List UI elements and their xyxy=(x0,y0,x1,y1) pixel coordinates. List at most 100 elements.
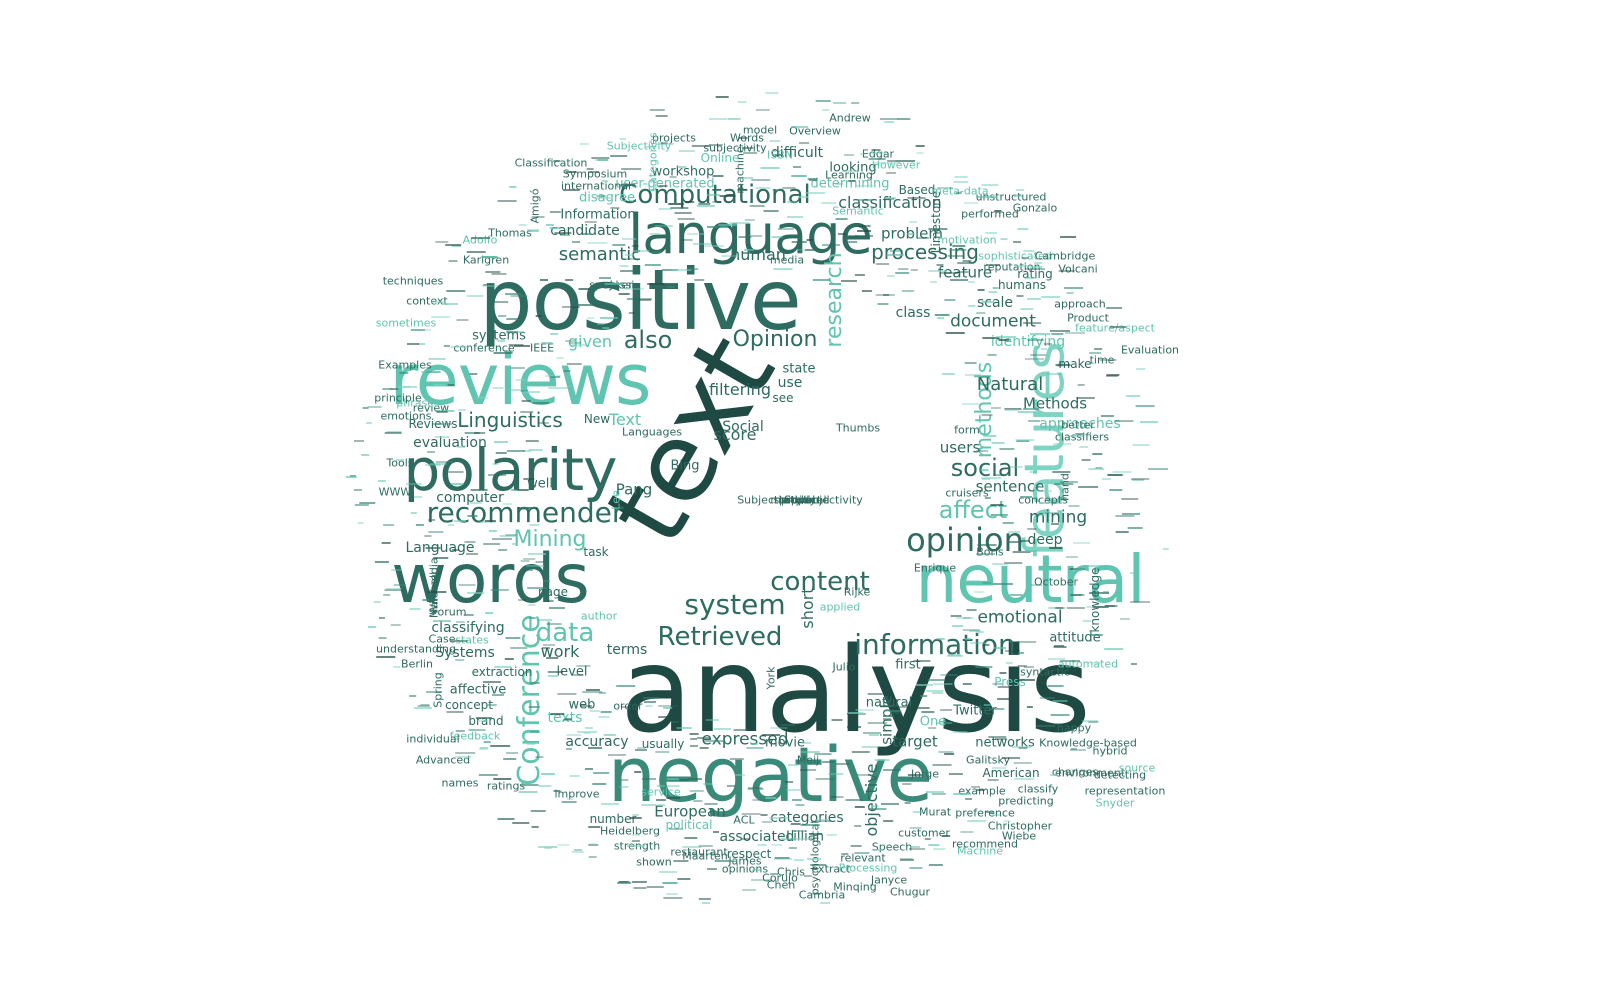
cloud-word: categories xyxy=(770,810,844,826)
cloud-texture-mark xyxy=(522,449,531,452)
cloud-texture-mark xyxy=(980,376,990,379)
cloud-texture-mark xyxy=(390,568,403,571)
cloud-word: Jorge xyxy=(910,767,940,781)
cloud-texture-mark xyxy=(1105,604,1116,607)
cloud-texture-mark xyxy=(588,856,598,859)
cloud-texture-mark xyxy=(505,292,522,295)
cloud-texture-mark xyxy=(847,240,858,243)
cloud-texture-mark xyxy=(656,785,665,788)
cloud-texture-mark xyxy=(698,202,711,205)
cloud-texture-mark xyxy=(657,143,674,146)
cloud-word: representation xyxy=(1084,784,1166,798)
cloud-texture-mark xyxy=(712,200,722,203)
cloud-texture-mark xyxy=(621,778,629,781)
cloud-texture-mark xyxy=(565,279,574,282)
cloud-texture-mark xyxy=(851,751,871,754)
cloud-texture-mark xyxy=(601,326,610,329)
cloud-texture-mark xyxy=(1014,778,1035,781)
cloud-texture-mark xyxy=(801,750,820,753)
cloud-texture-mark xyxy=(787,764,800,767)
cloud-word: WWW xyxy=(378,485,412,499)
cloud-texture-mark xyxy=(868,692,883,695)
cloud-texture-mark xyxy=(782,187,796,190)
cloud-word: One xyxy=(919,714,947,730)
cloud-texture-mark xyxy=(886,198,895,201)
cloud-word: Murat xyxy=(918,805,952,819)
cloud-texture-mark xyxy=(385,431,402,434)
cloud-texture-mark xyxy=(658,208,672,211)
cloud-word: Languages xyxy=(621,425,683,439)
cloud-texture-mark xyxy=(565,170,577,173)
cloud-texture-mark xyxy=(436,461,453,464)
cloud-texture-mark xyxy=(752,868,762,871)
cloud-texture-mark xyxy=(456,621,465,624)
cloud-texture-mark xyxy=(546,223,555,226)
cloud-word: words xyxy=(391,540,590,619)
cloud-word: Enrique xyxy=(913,561,957,575)
cloud-word: Edgar xyxy=(861,147,895,161)
cloud-word: Systems xyxy=(435,645,495,661)
cloud-texture-mark xyxy=(830,796,844,799)
cloud-texture-mark xyxy=(964,797,973,800)
cloud-texture-mark xyxy=(969,629,981,632)
cloud-texture-mark xyxy=(869,808,887,811)
cloud-word: sometimes xyxy=(375,316,437,330)
cloud-texture-mark xyxy=(990,513,1008,516)
cloud-texture-mark xyxy=(634,748,647,751)
cloud-word: Forum xyxy=(431,605,467,619)
cloud-texture-mark xyxy=(1015,188,1024,191)
cloud-texture-mark xyxy=(882,293,889,296)
cloud-texture-mark xyxy=(406,483,423,486)
cloud-texture-mark xyxy=(1028,419,1041,422)
cloud-texture-mark xyxy=(537,619,552,622)
cloud-texture-mark xyxy=(990,504,1004,507)
cloud-word: Linguistics xyxy=(457,408,563,432)
cloud-texture-mark xyxy=(456,319,469,322)
cloud-word: social xyxy=(950,454,1020,482)
cloud-texture-mark xyxy=(955,616,974,619)
cloud-word: knowledge xyxy=(1088,567,1102,633)
cloud-word: order xyxy=(613,699,643,713)
cloud-texture-mark xyxy=(907,773,922,776)
cloud-word: Knowledge-based xyxy=(1039,736,1137,750)
cloud-texture-mark xyxy=(587,241,608,244)
cloud-texture-mark xyxy=(427,590,447,593)
cloud-texture-mark xyxy=(938,751,954,754)
cloud-texture-mark xyxy=(772,189,781,192)
cloud-texture-mark xyxy=(886,275,895,278)
cloud-word: document xyxy=(950,311,1036,332)
cloud-texture-mark xyxy=(1055,607,1063,610)
cloud-texture-mark xyxy=(885,196,896,199)
cloud-texture-mark xyxy=(883,819,893,822)
cloud-texture-mark xyxy=(1050,522,1059,525)
cloud-texture-mark xyxy=(928,843,940,846)
cloud-texture-mark xyxy=(1088,720,1098,723)
cloud-word: improve xyxy=(554,787,600,801)
cloud-texture-mark xyxy=(960,831,974,834)
cloud-texture-mark xyxy=(1023,407,1040,410)
cloud-texture-mark xyxy=(1015,438,1035,441)
cloud-texture-mark xyxy=(879,117,898,120)
cloud-word: conference xyxy=(453,341,515,355)
cloud-texture-mark xyxy=(542,644,555,647)
cloud-texture-mark xyxy=(988,291,998,294)
cloud-texture-mark xyxy=(458,584,476,587)
cloud-word: New xyxy=(583,412,611,426)
cloud-texture-mark xyxy=(528,553,547,556)
cloud-texture-mark xyxy=(694,279,705,282)
cloud-word: European xyxy=(654,802,726,821)
cloud-texture-mark xyxy=(926,790,945,793)
cloud-texture-mark xyxy=(808,833,823,836)
cloud-texture-mark xyxy=(998,685,1015,688)
cloud-texture-mark xyxy=(478,521,497,524)
cloud-texture-mark xyxy=(822,761,835,764)
cloud-texture-mark xyxy=(610,207,620,210)
cloud-texture-mark xyxy=(944,298,956,301)
cloud-texture-mark xyxy=(640,803,657,806)
cloud-texture-mark xyxy=(474,431,486,434)
cloud-texture-mark xyxy=(952,731,968,734)
cloud-texture-mark xyxy=(803,874,813,877)
cloud-texture-mark xyxy=(792,798,803,801)
cloud-word: Chugur xyxy=(889,885,931,899)
cloud-texture-mark xyxy=(715,95,729,98)
